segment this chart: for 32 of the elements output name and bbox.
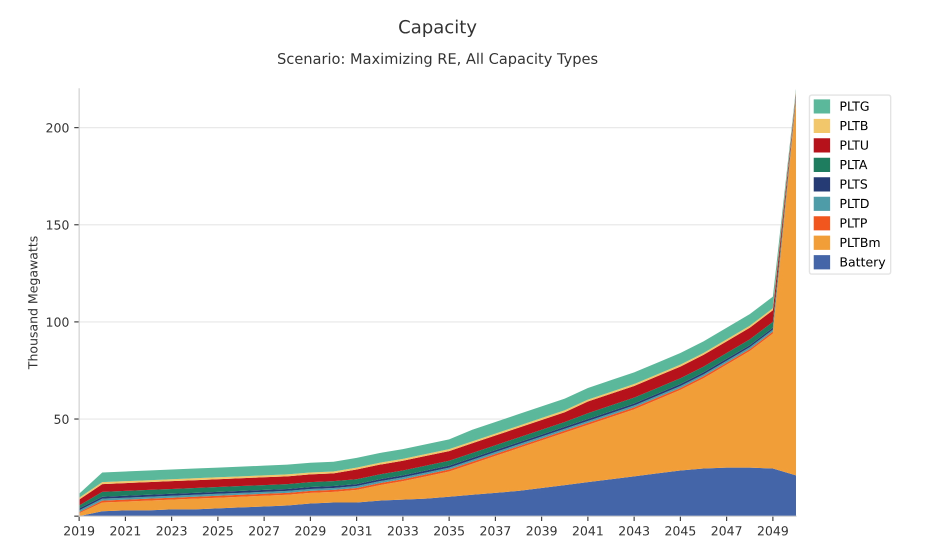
x-tick-label: 2045	[665, 526, 696, 536]
x-tick-label: 2039	[526, 526, 557, 536]
legend-label: PLTP	[840, 218, 867, 228]
legend-label: PLTU	[840, 140, 868, 150]
x-tick-label: 2019	[64, 526, 94, 536]
legend-label: Battery	[840, 257, 886, 270]
x-tick-label: 2033	[388, 526, 418, 536]
y-tick-label: 150	[46, 220, 69, 230]
x-tick-label: 2041	[572, 526, 603, 536]
x-tick-label: 2049	[758, 526, 788, 536]
legend-label: PLTG	[840, 101, 869, 111]
y-axis-title: Thousand Megawatts	[28, 236, 40, 370]
y-tick-label: 50	[54, 414, 69, 424]
x-tick-label: 2023	[156, 526, 187, 536]
chart-subtitle: Scenario: Maximizing RE, All Capacity Types	[278, 52, 598, 67]
x-tick-label: 2035	[434, 526, 464, 536]
y-tick-label: 200	[46, 123, 69, 133]
x-tick-label: 2027	[249, 526, 279, 536]
legend-label: PLTD	[840, 198, 869, 208]
legend-label: PLTS	[840, 179, 868, 189]
chart-title: Capacity	[399, 20, 476, 38]
x-tick-label: 2031	[342, 526, 372, 536]
x-tick-label: 2037	[480, 526, 510, 536]
legend-label: PLTB	[840, 121, 868, 130]
legend-label: PLTBm	[840, 238, 880, 247]
legend-label: PLTA	[840, 160, 868, 170]
x-tick-label: 2043	[619, 526, 650, 536]
x-tick-label: 2029	[295, 526, 326, 536]
x-tick-label: 2047	[712, 526, 742, 536]
x-tick-label: 2021	[110, 526, 140, 536]
y-tick-label: 100	[46, 317, 69, 327]
x-tick-label: 2025	[202, 526, 233, 536]
